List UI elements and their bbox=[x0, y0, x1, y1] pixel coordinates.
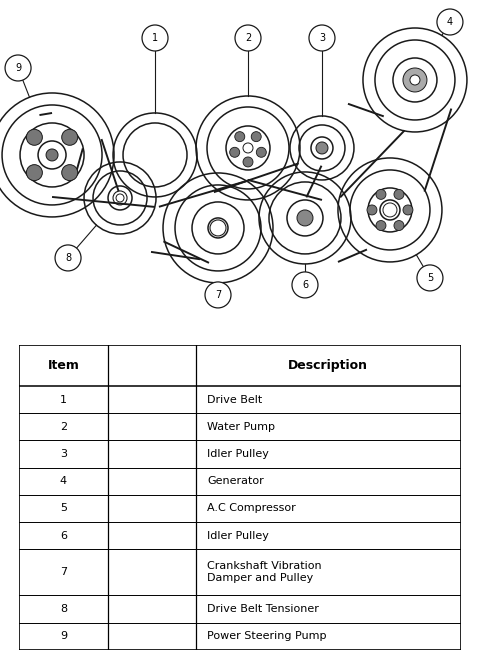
Text: Generator: Generator bbox=[207, 476, 264, 486]
Circle shape bbox=[256, 147, 266, 157]
Circle shape bbox=[297, 210, 313, 226]
Circle shape bbox=[437, 9, 463, 35]
Circle shape bbox=[410, 75, 420, 85]
Text: Crankshaft Vibration
Damper and Pulley: Crankshaft Vibration Damper and Pulley bbox=[207, 561, 322, 583]
Text: Water Pump: Water Pump bbox=[207, 422, 275, 432]
Circle shape bbox=[116, 194, 124, 202]
Circle shape bbox=[316, 142, 328, 154]
Text: 1: 1 bbox=[60, 394, 67, 404]
Text: 8: 8 bbox=[65, 253, 71, 263]
Text: 2: 2 bbox=[245, 33, 251, 43]
Text: Drive Belt: Drive Belt bbox=[207, 394, 262, 404]
Circle shape bbox=[26, 164, 42, 180]
Circle shape bbox=[235, 132, 245, 142]
Text: Idler Pulley: Idler Pulley bbox=[207, 449, 269, 459]
Text: 7: 7 bbox=[60, 568, 67, 577]
Circle shape bbox=[62, 129, 78, 145]
Circle shape bbox=[376, 190, 386, 200]
Circle shape bbox=[367, 205, 377, 215]
Text: Item: Item bbox=[48, 359, 79, 372]
Circle shape bbox=[251, 132, 261, 142]
Circle shape bbox=[243, 143, 253, 153]
Circle shape bbox=[394, 221, 404, 231]
Text: 4: 4 bbox=[447, 17, 453, 27]
Circle shape bbox=[235, 25, 261, 51]
Circle shape bbox=[55, 245, 81, 271]
Text: Drive Belt Tensioner: Drive Belt Tensioner bbox=[207, 604, 319, 614]
Text: 3: 3 bbox=[60, 449, 67, 459]
Text: 9: 9 bbox=[60, 631, 67, 641]
Text: 8: 8 bbox=[60, 604, 67, 614]
Circle shape bbox=[383, 203, 397, 217]
Circle shape bbox=[376, 221, 386, 231]
Circle shape bbox=[142, 25, 168, 51]
Circle shape bbox=[309, 25, 335, 51]
Circle shape bbox=[394, 190, 404, 200]
Text: Power Steering Pump: Power Steering Pump bbox=[207, 631, 326, 641]
Text: 1: 1 bbox=[152, 33, 158, 43]
Text: 2: 2 bbox=[60, 422, 67, 432]
Text: 7: 7 bbox=[215, 290, 221, 300]
Circle shape bbox=[26, 129, 42, 145]
Text: Description: Description bbox=[288, 359, 368, 372]
Text: Idler Pulley: Idler Pulley bbox=[207, 530, 269, 540]
Circle shape bbox=[205, 282, 231, 308]
Text: 9: 9 bbox=[15, 63, 21, 73]
Circle shape bbox=[417, 265, 443, 291]
Circle shape bbox=[230, 147, 240, 157]
Text: 5: 5 bbox=[60, 503, 67, 513]
Text: 4: 4 bbox=[60, 476, 67, 486]
Circle shape bbox=[5, 55, 31, 81]
Circle shape bbox=[292, 272, 318, 298]
Circle shape bbox=[62, 164, 78, 180]
Circle shape bbox=[403, 68, 427, 92]
Text: A.C Compressor: A.C Compressor bbox=[207, 503, 296, 513]
Circle shape bbox=[46, 149, 58, 161]
Circle shape bbox=[243, 157, 253, 167]
Circle shape bbox=[210, 220, 226, 236]
Circle shape bbox=[403, 205, 413, 215]
Text: 5: 5 bbox=[427, 273, 433, 283]
Text: 6: 6 bbox=[302, 280, 308, 290]
Text: 3: 3 bbox=[319, 33, 325, 43]
Text: 6: 6 bbox=[60, 530, 67, 540]
